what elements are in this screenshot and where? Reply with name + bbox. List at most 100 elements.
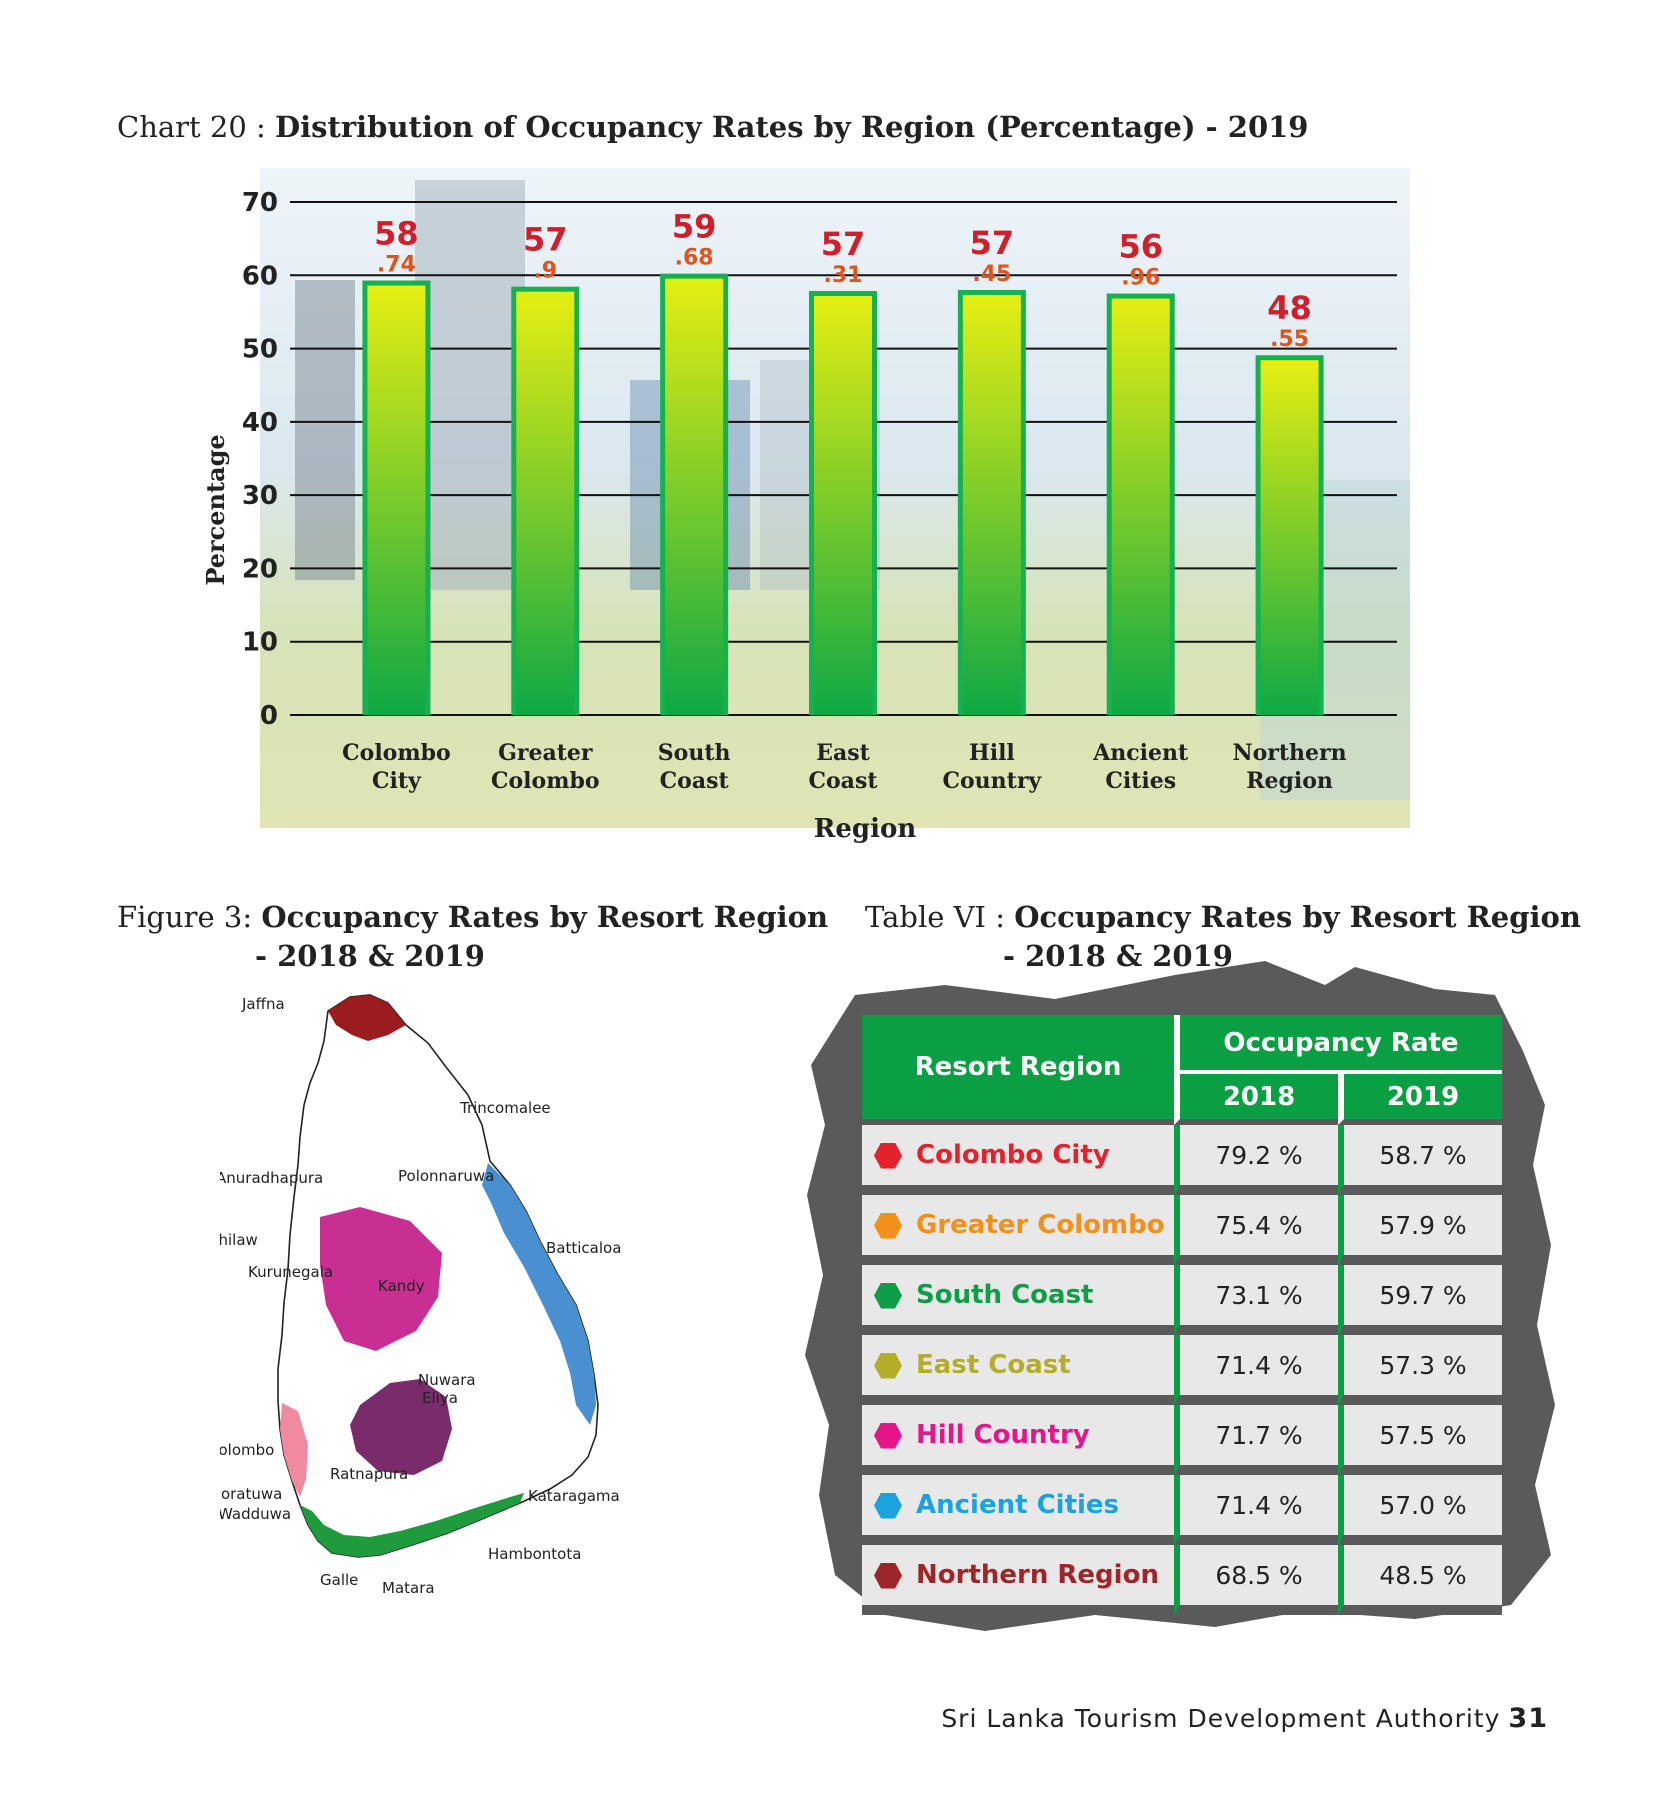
x-tick-label: South (658, 740, 731, 766)
x-tick-label: Cities (1105, 768, 1176, 794)
table-caption-prefix: Table VI : (865, 900, 1015, 934)
region-cell: Hill Country (862, 1405, 1174, 1475)
region-cell: Northern Region (862, 1545, 1174, 1615)
map-label-kurunegala: Kurunegala (248, 1263, 333, 1281)
map-label-trincomalee: Trincomalee (459, 1099, 551, 1117)
rate-2019-cell: 57.0 % (1338, 1475, 1502, 1545)
rate-2018-cell: 71.4 % (1174, 1475, 1338, 1545)
map-label-ratnapura: Ratnapura (330, 1465, 408, 1483)
region-name: Ancient Cities (916, 1490, 1120, 1520)
region-cell: South Coast (862, 1265, 1174, 1335)
header-year-2019: 2019 (1338, 1070, 1502, 1125)
region-name: Northern Region (916, 1560, 1159, 1590)
y-tick-label: 30 (242, 481, 278, 511)
hexagon-bullet-icon (874, 1282, 902, 1309)
bar (665, 278, 724, 715)
chart-caption: Chart 20 : Distribution of Occupancy Rat… (117, 108, 1308, 147)
rate-2018-cell: 71.4 % (1174, 1335, 1338, 1405)
northern-region-shape (328, 995, 406, 1041)
table-row: Greater Colombo 75.4 % 57.9 % (862, 1195, 1502, 1265)
x-axis-label: Region (814, 814, 917, 844)
header-occupancy-rate: Occupancy Rate (1174, 1015, 1502, 1070)
y-axis-label: Percentage (201, 434, 230, 585)
table-row: Ancient Cities 71.4 % 57.0 % (862, 1475, 1502, 1545)
rate-2019-cell: 57.5 % (1338, 1405, 1502, 1475)
table-row: Northern Region 68.5 % 48.5 % (862, 1545, 1502, 1615)
table-caption-title: Occupancy Rates by Resort Region (1014, 900, 1581, 934)
table-caption: Table VI : Occupancy Rates by Resort Reg… (865, 898, 1581, 976)
data-label-decimal: .9 (533, 259, 557, 284)
sri-lanka-resort-map: Jaffna Trincomalee Anuradhapura Polonnar… (220, 994, 621, 1597)
region-cell: Colombo City (862, 1125, 1174, 1195)
rate-2018-cell: 71.7 % (1174, 1405, 1338, 1475)
region-name: Greater Colombo (916, 1210, 1165, 1240)
map-label-batticaloa: Batticaloa (546, 1239, 621, 1257)
rate-2019-cell: 57.9 % (1338, 1195, 1502, 1265)
y-tick-label: 10 (242, 628, 278, 658)
x-tick-label: Coast (660, 768, 730, 794)
chart-caption-prefix: Chart 20 : (117, 110, 275, 144)
table-row: Colombo City 79.2 % 58.7 % (862, 1125, 1502, 1195)
x-tick-label: Northern (1233, 740, 1347, 766)
chart-caption-title: Distribution of Occupancy Rates by Regio… (275, 110, 1309, 144)
data-label-decimal: .68 (675, 246, 714, 271)
region-name: Hill Country (916, 1420, 1090, 1450)
y-tick-label: 50 (242, 335, 278, 365)
figure-caption-subtitle: - 2018 & 2019 (255, 939, 485, 974)
region-name: Colombo City (916, 1140, 1110, 1170)
data-label-integer: 59 (672, 208, 717, 246)
data-label-integer: 56 (1118, 228, 1163, 266)
data-label-decimal: .74 (377, 253, 416, 278)
data-label-decimal: .96 (1121, 266, 1160, 291)
ancient-cities-shape (320, 1207, 442, 1351)
map-label-galle: Galle (320, 1571, 358, 1589)
region-name: East Coast (916, 1350, 1071, 1380)
x-tick-label: Hill (969, 740, 1015, 766)
data-label-integer: 48 (1267, 289, 1312, 327)
data-label-integer: 58 (374, 215, 419, 253)
data-label-decimal: .55 (1270, 327, 1309, 352)
bar (1260, 360, 1319, 715)
map-label-anuradhapura: Anuradhapura (220, 1169, 323, 1187)
hexagon-bullet-icon (874, 1352, 902, 1379)
page-footer: Sri Lanka Tourism Development Authority 3… (941, 1703, 1548, 1734)
x-tick-label: East (816, 740, 870, 766)
table-row: Hill Country 71.7 % 57.5 % (862, 1405, 1502, 1475)
map-label-kandy: Kandy (378, 1277, 425, 1295)
hexagon-bullet-icon (874, 1422, 902, 1449)
region-cell: Greater Colombo (862, 1195, 1174, 1265)
figure-caption-prefix: Figure 3: (117, 900, 262, 934)
rate-2019-cell: 59.7 % (1338, 1265, 1502, 1335)
header-year-2018: 2018 (1174, 1070, 1338, 1125)
table-row: South Coast 73.1 % 59.7 % (862, 1265, 1502, 1335)
bar (516, 291, 575, 715)
region-name: South Coast (916, 1280, 1094, 1310)
map-label-jaffna: Jaffna (241, 995, 285, 1013)
data-label-decimal: .45 (972, 262, 1011, 287)
x-tick-label: Region (1246, 768, 1333, 794)
region-cell: Ancient Cities (862, 1475, 1174, 1545)
rate-2019-cell: 48.5 % (1338, 1545, 1502, 1615)
x-tick-label: Colombo (491, 768, 600, 794)
data-label-integer: 57 (821, 225, 866, 263)
x-tick-label: Ancient (1092, 740, 1189, 766)
rate-2018-cell: 75.4 % (1174, 1195, 1338, 1265)
greater-colombo-shape (280, 1403, 308, 1497)
y-tick-label: 70 (242, 188, 278, 218)
page-number: 31 (1508, 1703, 1548, 1734)
occupancy-table: Resort Region Occupancy Rate 2018 2019 C… (862, 1015, 1502, 1615)
x-tick-label: Coast (809, 768, 879, 794)
rate-2018-cell: 68.5 % (1174, 1545, 1338, 1615)
footer-org: Sri Lanka Tourism Development Authority (941, 1704, 1501, 1733)
header-resort-region: Resort Region (862, 1015, 1174, 1125)
y-tick-label: 20 (242, 554, 278, 584)
map-label-wadduwa: Wadduwa (220, 1505, 291, 1523)
rate-2018-cell: 73.1 % (1174, 1265, 1338, 1335)
data-label-integer: 57 (523, 221, 568, 259)
map-label-hambontota: Hambontota (488, 1545, 581, 1563)
x-tick-label: Greater (498, 740, 593, 766)
y-tick-label: 40 (242, 408, 278, 438)
hill-country-shape (350, 1379, 452, 1475)
map-label-kataragama: Kataragama (528, 1487, 620, 1505)
